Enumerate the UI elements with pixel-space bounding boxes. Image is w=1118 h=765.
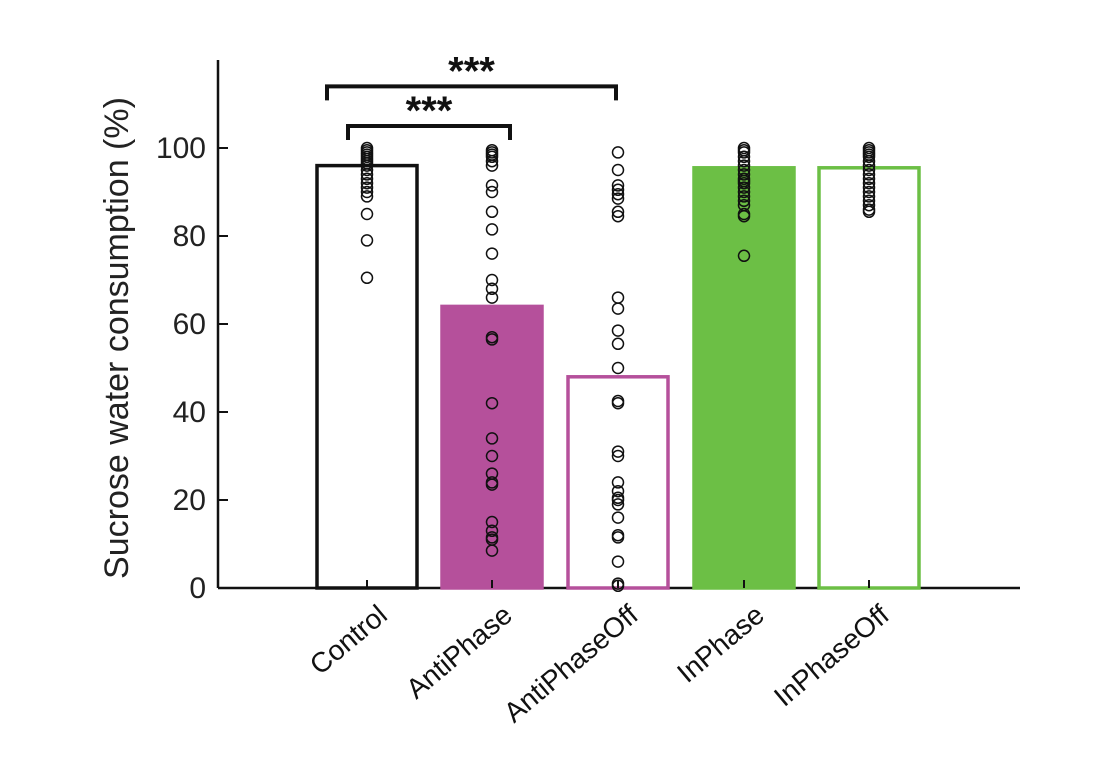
data-point [862,163,876,177]
y-tick-label: 60 [173,308,206,341]
data-point [485,449,499,463]
data-point [611,476,625,489]
data-point [737,190,751,203]
bar-inphase [692,166,796,590]
category-label: Control [304,599,393,681]
data-point [485,150,499,164]
data-point [360,176,374,190]
data-point [485,515,499,529]
data-point [485,223,499,236]
data-point [485,205,499,219]
data-point [611,449,625,463]
data-point [862,172,876,186]
data-point [611,291,625,304]
data-point [862,205,876,219]
data-point [485,154,499,168]
data-point [485,432,499,445]
data-point [737,146,751,159]
y-tick-label: 0 [189,572,206,605]
y-tick-label: 80 [173,220,206,253]
data-point [611,498,625,511]
data-point [862,150,876,164]
data-point [737,209,751,223]
data-point [485,544,499,557]
data-point [360,163,374,177]
y-axis-title: Sucrose water consumption (%) [98,97,136,579]
significance-label: *** [406,89,453,133]
bar-antiphase [440,304,544,590]
data-point [360,234,374,247]
data-point [360,181,374,194]
significance-bracket [346,124,512,140]
data-point [611,163,625,177]
significance-label: *** [448,49,495,93]
data-point [737,176,751,190]
data-point [360,168,374,181]
data-point [485,524,499,538]
data-point [611,337,625,351]
data-point [862,185,876,199]
data-point [485,185,499,199]
data-point [485,333,499,346]
data-point [611,205,625,219]
data-point [611,445,625,458]
data-point [611,555,625,568]
data-point [862,181,876,194]
data-point [360,185,374,199]
data-point [862,176,876,190]
y-tick-label: 20 [173,484,206,517]
data-point [737,168,751,181]
data-point [611,531,625,544]
data-point [611,179,625,192]
y-tick-label: 100 [156,132,206,165]
data-point [485,478,499,491]
data-point [485,282,499,296]
category-label: InPhase [671,599,770,689]
data-point [485,273,499,287]
data-point [611,187,625,201]
data-point [862,159,876,172]
data-point [611,302,625,315]
data-point [485,247,499,260]
data-point [360,190,374,203]
data-point [485,159,499,172]
data-point [485,396,499,410]
data-point [737,154,751,168]
data-point [360,159,374,172]
data-point [737,249,751,263]
data-point [862,190,876,203]
data-point [611,511,625,524]
data-point [737,185,751,199]
data-point [737,181,751,194]
data-point [360,271,374,285]
data-point [611,209,625,223]
data-point [737,150,751,164]
bar-inphaseoff [817,166,921,590]
data-point [862,154,876,168]
data-point [360,207,374,221]
data-point [737,194,751,208]
data-point [611,146,625,159]
significance-bracket [325,84,618,101]
bar-control [315,163,419,590]
data-point [360,172,374,186]
category-label: AntiPhase [400,599,518,705]
category-label: AntiPhaseOff [498,599,644,729]
data-point [611,192,625,205]
data-point [611,361,625,375]
y-tick-label: 40 [173,396,206,429]
data-point [862,198,876,212]
data-point [611,324,625,337]
data-point [485,179,499,192]
data-point [611,493,625,507]
data-point [611,183,625,197]
data-point [862,168,876,181]
data-point [611,396,625,410]
data-point [611,484,625,498]
data-point [485,291,499,304]
data-point [737,159,751,172]
category-label: InPhaseOff [768,599,895,713]
